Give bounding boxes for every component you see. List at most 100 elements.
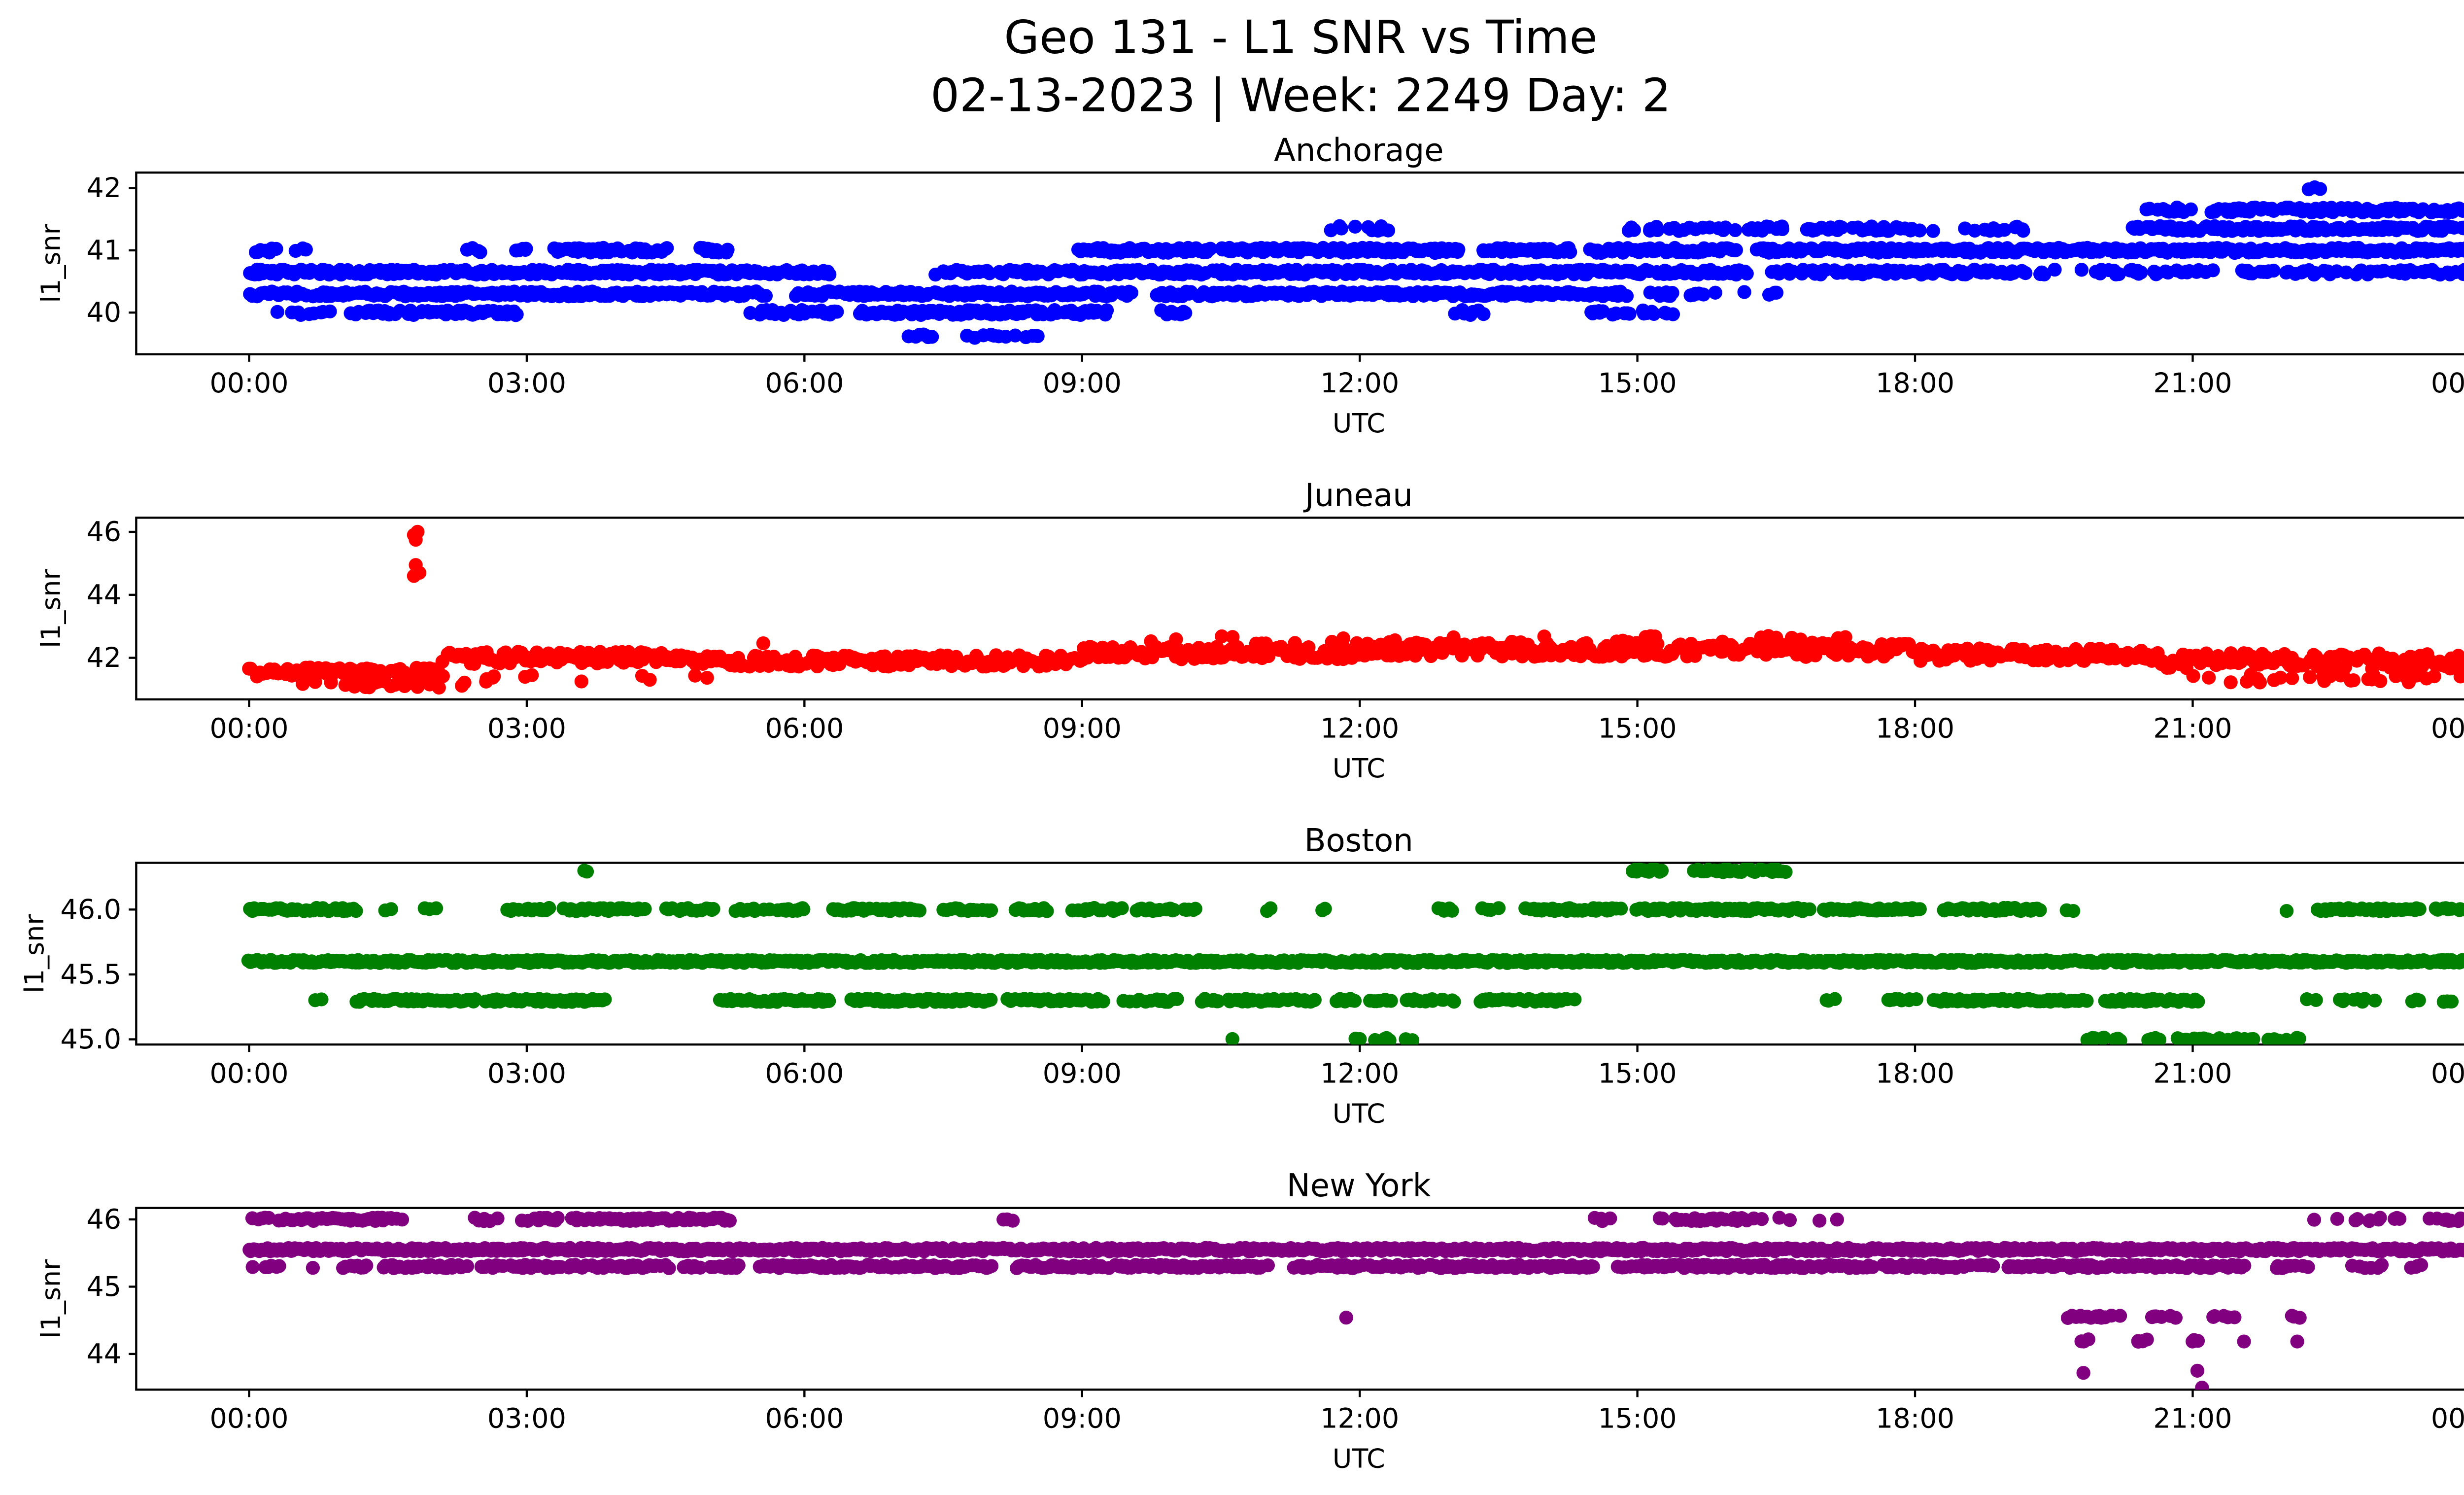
data-point [574, 674, 589, 689]
data-point [822, 267, 837, 281]
subplot-title-boston: Boston [1304, 823, 1413, 859]
data-point [1348, 219, 1363, 234]
data-point [1040, 904, 1054, 918]
scatter-series-juneau [242, 524, 2464, 695]
x-tick-label: 15:00 [1598, 1057, 1677, 1089]
data-point [1124, 285, 1138, 300]
data-point [2373, 674, 2388, 688]
data-point [2184, 202, 2198, 216]
data-point [1665, 286, 1679, 300]
x-tick-label: 21:00 [2153, 367, 2232, 399]
data-point [308, 675, 322, 689]
data-point [1537, 629, 1551, 644]
data-point [1648, 629, 1662, 644]
data-point [756, 636, 770, 651]
data-point [1619, 289, 1634, 303]
y-axis-label-juneau: l1_snr [35, 568, 67, 648]
data-point [1696, 287, 1711, 302]
x-tick-label: 12:00 [1320, 367, 1399, 399]
data-point [1666, 307, 1680, 321]
data-point [2462, 266, 2464, 276]
data-point [457, 675, 472, 690]
data-point [1336, 631, 1351, 646]
x-tick-label: 00:00 [2431, 1057, 2464, 1089]
x-axis-label-juneau: UTC [1333, 753, 1385, 784]
data-point [314, 992, 329, 1007]
y-tick-label: 46 [86, 516, 121, 548]
y-axis-label-boston: l1_snr [19, 914, 50, 993]
data-point [510, 307, 524, 322]
y-tick-label: 42 [86, 642, 121, 674]
data-point [1115, 901, 1129, 915]
data-point [542, 901, 556, 915]
data-point [1178, 306, 1193, 320]
data-point [2427, 669, 2441, 684]
x-tick-label: 09:00 [1043, 712, 1122, 744]
x-tick-label: 18:00 [1876, 367, 1954, 399]
data-point [1334, 221, 1349, 236]
data-point [1614, 902, 1628, 916]
x-tick-label: 00:00 [209, 367, 288, 399]
data-point [2458, 263, 2464, 277]
data-point [2346, 673, 2361, 688]
data-point [1381, 223, 1396, 238]
data-point [2285, 671, 2299, 685]
figure-title-line2: 02-13-2023 | Week: 2249 Day: 2 [930, 69, 1671, 122]
y-tick-label: 45.0 [60, 1023, 121, 1055]
x-tick-label: 21:00 [2153, 712, 2232, 744]
data-point [1563, 245, 1577, 259]
data-point [525, 668, 539, 682]
data-point [2313, 182, 2327, 196]
data-point [429, 901, 444, 915]
data-point [2459, 220, 2464, 234]
data-point [270, 305, 284, 319]
data-point [349, 904, 363, 918]
data-point [1264, 901, 1278, 915]
data-point [2186, 669, 2200, 683]
data-point [1144, 634, 1158, 649]
data-point [1188, 902, 1202, 916]
data-point [1476, 307, 1491, 321]
data-point [1350, 636, 1364, 650]
x-tick-label: 00:00 [2431, 712, 2464, 744]
data-point [638, 902, 652, 916]
data-point [1301, 640, 1316, 655]
subplot-title-juneau: Juneau [1303, 478, 1413, 514]
data-point [1835, 220, 1849, 235]
data-point [2134, 265, 2148, 279]
data-point [2323, 669, 2337, 683]
data-point [2266, 263, 2281, 278]
data-point [432, 680, 446, 695]
scatter-series-boston [241, 863, 2464, 1045]
data-point [1723, 638, 1738, 652]
data-point [2066, 904, 2081, 918]
data-point [1729, 243, 1743, 257]
data-point [1008, 328, 1023, 343]
data-point [2279, 904, 2294, 918]
data-point [1650, 223, 1665, 238]
data-point [1215, 629, 1229, 644]
data-point [2253, 675, 2267, 690]
data-point [1621, 635, 1636, 649]
data-point [758, 289, 773, 303]
data-point [1318, 902, 1332, 916]
x-axis-label-boston: UTC [1333, 1098, 1385, 1129]
data-point [1030, 329, 1045, 344]
data-point [720, 243, 735, 257]
y-tick-label: 42 [86, 172, 121, 204]
data-point [1288, 636, 1302, 650]
data-point [323, 304, 337, 318]
y-tick-label: 41 [86, 234, 121, 266]
x-tick-label: 09:00 [1043, 367, 1122, 399]
data-point [269, 242, 283, 256]
data-point [2303, 670, 2317, 684]
data-point [1737, 285, 1751, 299]
x-tick-label: 00:00 [209, 712, 288, 744]
x-tick-label: 09:00 [1043, 1057, 1122, 1089]
data-point [487, 669, 501, 684]
x-tick-label: 00:00 [2431, 367, 2464, 399]
data-point [688, 668, 702, 683]
data-point [2462, 204, 2464, 213]
